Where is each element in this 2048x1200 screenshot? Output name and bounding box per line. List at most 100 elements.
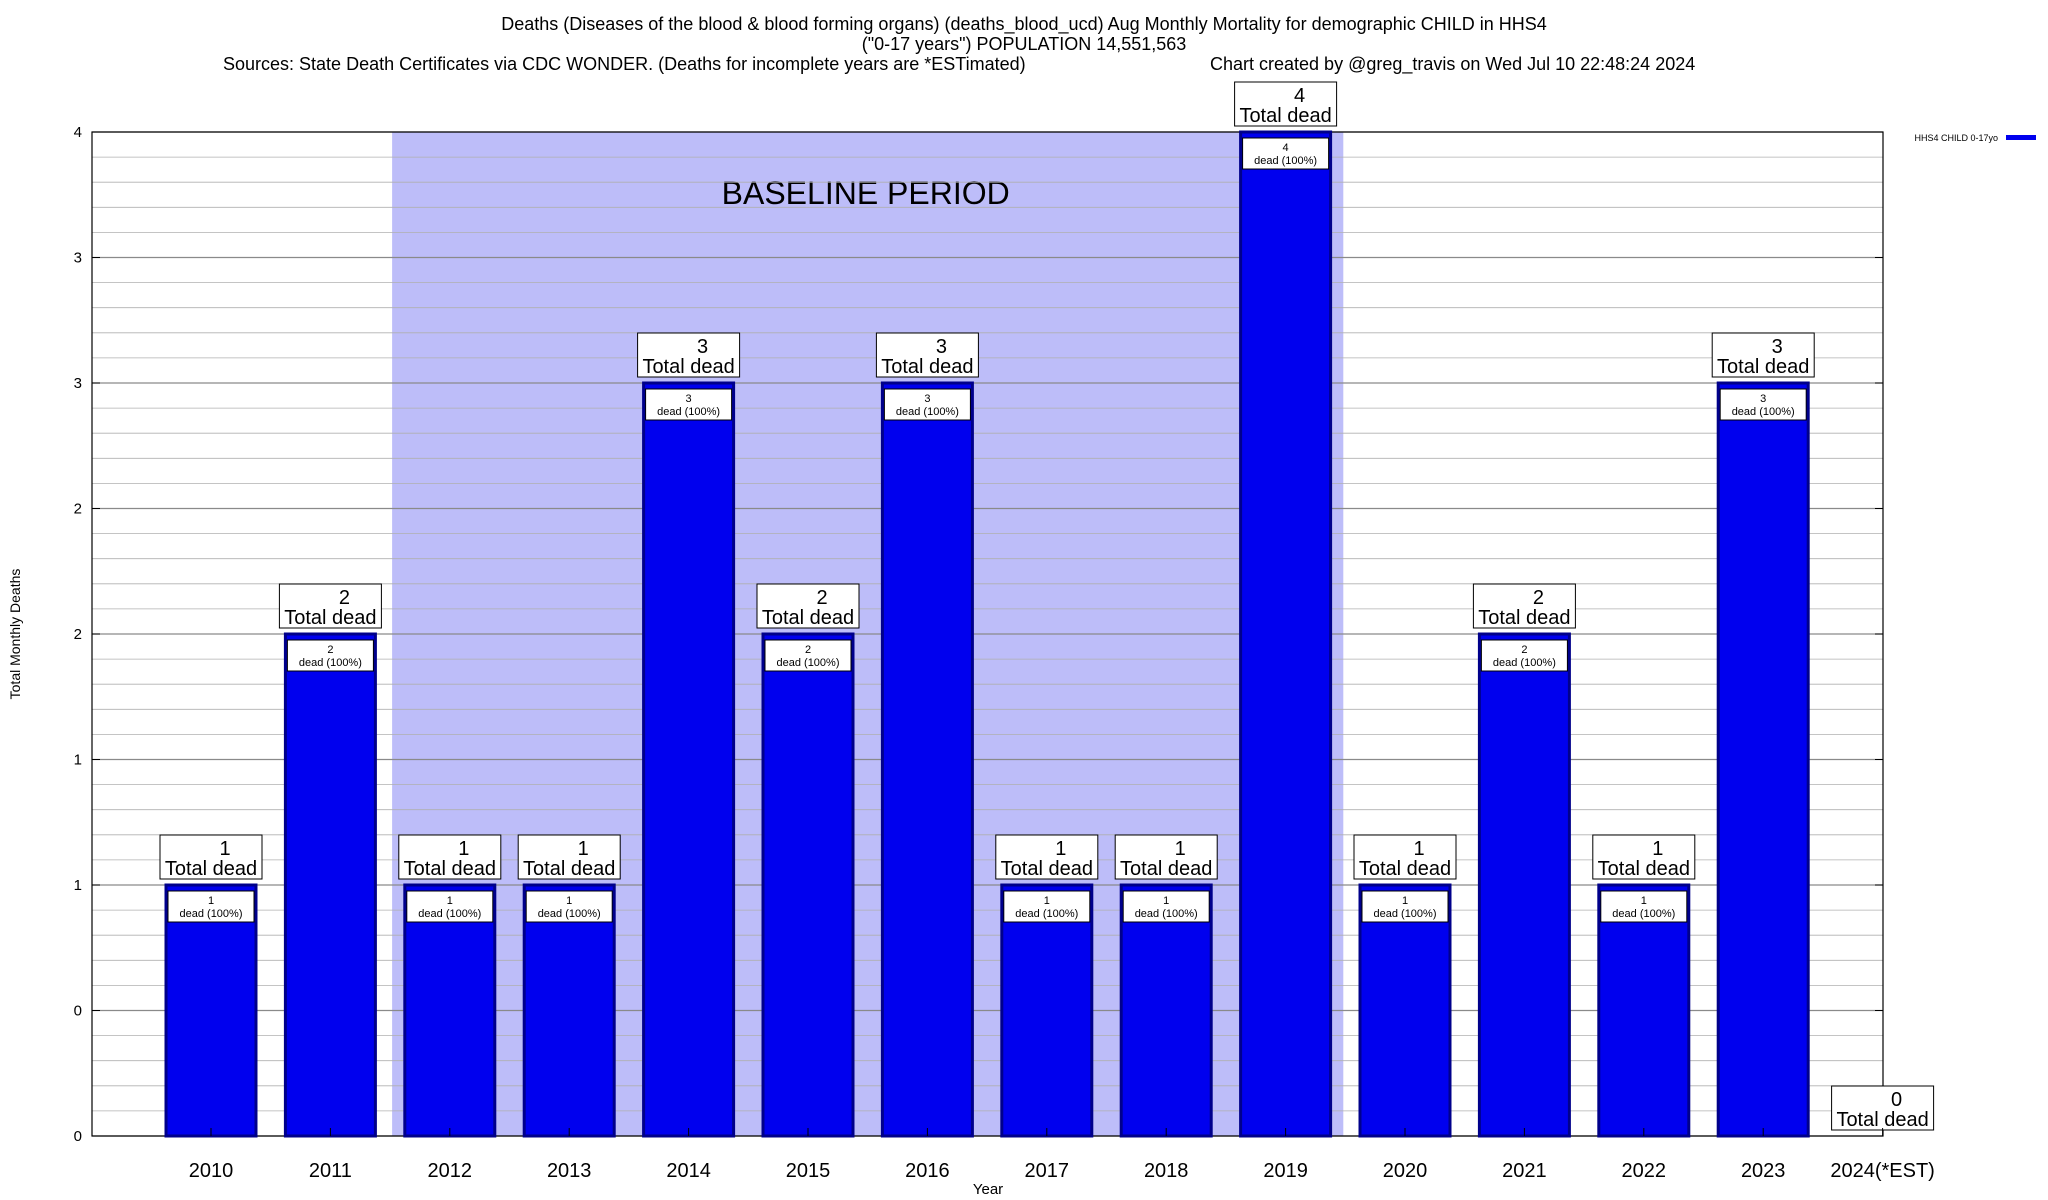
total-dead-label: Total dead — [523, 858, 615, 880]
bar — [1477, 632, 1571, 1138]
bar-value-label: 1 — [566, 895, 572, 907]
x-tick-label: 2013 — [547, 1160, 592, 1182]
x-tick-label: 2010 — [189, 1160, 234, 1182]
bar-percent-label: dead (100%) — [180, 908, 243, 920]
bar-value-box — [1361, 890, 1449, 923]
bar-percent-label: dead (100%) — [657, 406, 720, 418]
bar-percent-label: dead (100%) — [1493, 657, 1556, 669]
bar — [164, 883, 258, 1138]
bar — [1239, 130, 1333, 1138]
x-tick-label: 2015 — [786, 1160, 831, 1182]
total-dead-label: Total dead — [404, 858, 496, 880]
y-tick-label: 1 — [74, 877, 82, 894]
y-tick-label: 0 — [74, 1003, 82, 1020]
bar-value-label: 2 — [1521, 644, 1527, 656]
y-tick-label: 3 — [74, 375, 82, 392]
y-tick-label: 4 — [74, 124, 82, 141]
bar — [1119, 883, 1213, 1138]
baseline-period-label: BASELINE PERIOD — [722, 175, 1010, 211]
total-dead-label: Total dead — [1478, 607, 1570, 629]
bar-percent-label: dead (100%) — [1135, 908, 1198, 920]
y-tick-label: 3 — [74, 250, 82, 267]
total-value-label: 1 — [1175, 838, 1186, 860]
total-value-label: 1 — [1652, 838, 1663, 860]
total-label-box — [1711, 332, 1815, 378]
total-value-label: 1 — [1055, 838, 1066, 860]
bar-value-box — [764, 639, 852, 672]
x-tick-label: 2021 — [1502, 1160, 1547, 1182]
total-value-label: 1 — [219, 838, 230, 860]
chart-sources: Sources: State Death Certificates via CD… — [223, 54, 1026, 74]
bar-percent-label: dead (100%) — [1015, 908, 1078, 920]
total-value-label: 4 — [1294, 85, 1305, 107]
bar-percent-label: dead (100%) — [777, 657, 840, 669]
total-dead-label: Total dead — [1717, 356, 1809, 378]
y-tick-label: 2 — [74, 501, 82, 518]
total-dead-label: Total dead — [1359, 858, 1451, 880]
bar-value-box — [1480, 639, 1568, 672]
total-label-box — [995, 834, 1099, 880]
legend-label: HHS4 CHILD 0-17yo — [1914, 133, 1998, 143]
bar-percent-label: dead (100%) — [1732, 406, 1795, 418]
total-value-label: 3 — [1772, 336, 1783, 358]
total-dead-label: Total dead — [762, 607, 854, 629]
bar-percent-label: dead (100%) — [1612, 908, 1675, 920]
total-label-box — [875, 332, 979, 378]
total-label-box — [1831, 1085, 1935, 1131]
bar-percent-label: dead (100%) — [418, 908, 481, 920]
bar-value-label: 1 — [1402, 895, 1408, 907]
x-tick-label: 2024(*EST) — [1830, 1160, 1935, 1182]
total-value-label: 2 — [339, 587, 350, 609]
x-tick-label: 2022 — [1622, 1160, 1667, 1182]
total-label-box — [398, 834, 502, 880]
total-label-box — [1114, 834, 1218, 880]
bar — [880, 381, 974, 1138]
total-dead-label: Total dead — [881, 356, 973, 378]
total-label-box — [756, 583, 860, 629]
bar-value-box — [1003, 890, 1091, 923]
bar-value-label: 1 — [1641, 895, 1647, 907]
bar-value-box — [406, 890, 494, 923]
x-tick-label: 2016 — [905, 1160, 950, 1182]
total-label-box — [1592, 834, 1696, 880]
y-tick-label: 1 — [74, 752, 82, 769]
total-value-label: 1 — [458, 838, 469, 860]
bar — [283, 632, 377, 1138]
total-dead-label: Total dead — [1598, 858, 1690, 880]
x-tick-label: 2014 — [666, 1160, 711, 1182]
bar — [403, 883, 497, 1138]
total-dead-label: Total dead — [1001, 858, 1093, 880]
x-tick-label: 2011 — [309, 1160, 352, 1182]
bar-value-box — [1122, 890, 1210, 923]
total-value-label: 0 — [1891, 1089, 1902, 1111]
bar-value-label: 1 — [447, 895, 453, 907]
bar-value-label: 2 — [327, 644, 333, 656]
bar — [522, 883, 616, 1138]
bar — [1597, 883, 1691, 1138]
total-dead-label: Total dead — [1120, 858, 1212, 880]
bar — [761, 632, 855, 1138]
bar-value-box — [1242, 137, 1330, 170]
total-value-label: 2 — [1533, 587, 1544, 609]
bar-value-label: 3 — [686, 393, 692, 405]
bar-value-label: 4 — [1283, 142, 1289, 154]
total-dead-label: Total dead — [165, 858, 257, 880]
bar — [1358, 883, 1452, 1138]
total-dead-label: Total dead — [284, 607, 376, 629]
x-tick-label: 2017 — [1025, 1160, 1070, 1182]
total-label-box — [1472, 583, 1576, 629]
total-dead-label: Total dead — [1836, 1109, 1928, 1131]
total-value-label: 1 — [578, 838, 589, 860]
legend-swatch — [2006, 135, 2036, 140]
total-label-box — [159, 834, 263, 880]
bar-value-label: 3 — [924, 393, 930, 405]
x-tick-label: 2019 — [1263, 1160, 1308, 1182]
bar-value-box — [1600, 890, 1688, 923]
total-value-label: 3 — [936, 336, 947, 358]
total-label-box — [1234, 81, 1338, 127]
bar-percent-label: dead (100%) — [299, 657, 362, 669]
total-value-label: 1 — [1413, 838, 1424, 860]
bar-percent-label: dead (100%) — [896, 406, 959, 418]
bar — [1000, 883, 1094, 1138]
